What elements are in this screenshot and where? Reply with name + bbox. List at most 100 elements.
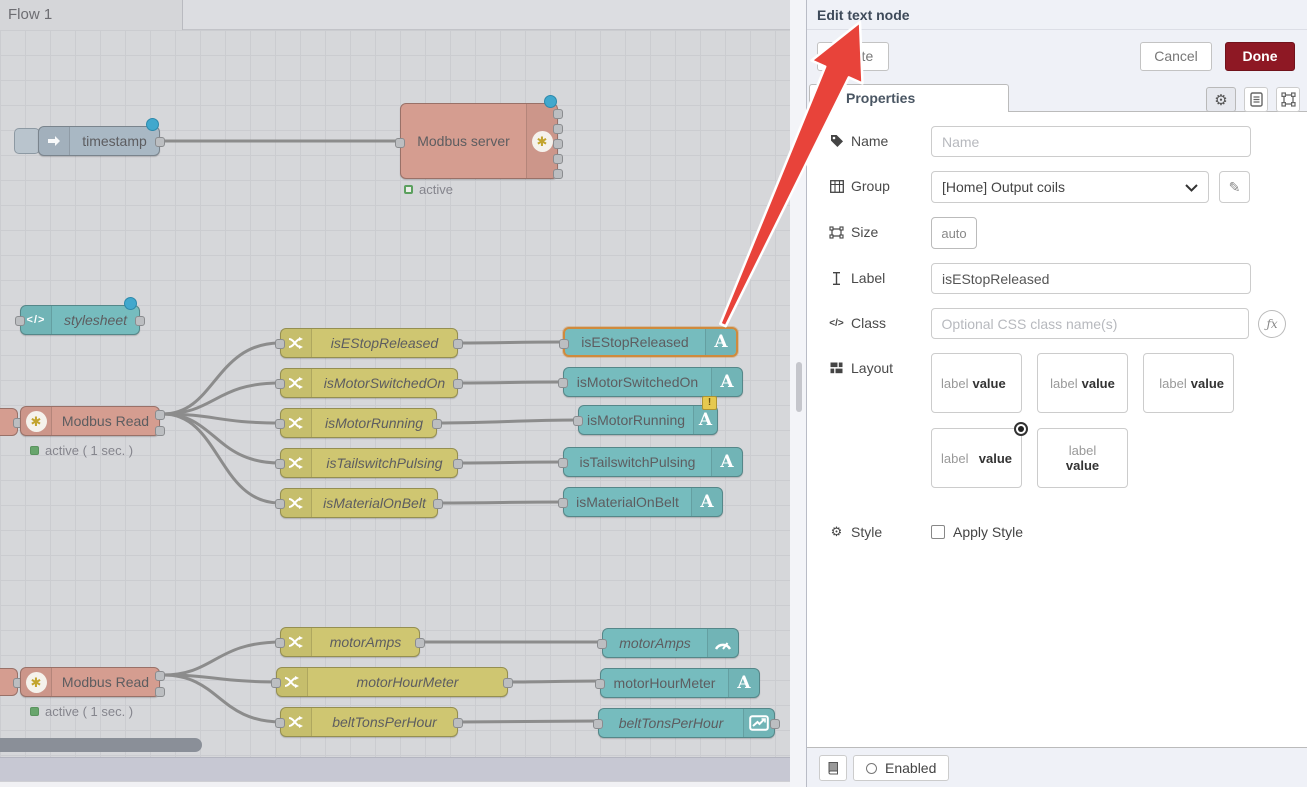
node-modbus-read-1[interactable]: ✱ Modbus Read [20, 406, 160, 436]
layout-option-row-left[interactable]: label value [931, 353, 1022, 413]
output-port-1[interactable] [553, 109, 563, 119]
edit-group-button[interactable]: ✎ [1219, 171, 1250, 203]
input-port[interactable] [275, 499, 285, 509]
output-port-2[interactable] [553, 124, 563, 134]
node-label: Modbus Read [52, 407, 159, 435]
node-modbus-read-2[interactable]: ✱ Modbus Read [20, 667, 160, 697]
output-port[interactable] [453, 718, 463, 728]
output-port-1[interactable] [155, 671, 165, 681]
output-port[interactable] [155, 137, 165, 147]
enabled-toggle-button[interactable]: Enabled [853, 755, 949, 781]
output-port-3[interactable] [553, 139, 563, 149]
description-icon[interactable] [1244, 87, 1268, 112]
label-input[interactable] [931, 263, 1251, 294]
output-port[interactable] [135, 316, 145, 326]
input-port[interactable] [275, 339, 285, 349]
input-port[interactable] [558, 378, 568, 388]
output-port[interactable] [433, 499, 443, 509]
input-port[interactable] [271, 678, 281, 688]
node-label: beltTonsPerHour [599, 709, 743, 737]
node-switch-isestopreleased[interactable]: isEStopReleased [280, 328, 458, 358]
node-modbus-server[interactable]: Modbus server ✱ [400, 103, 558, 179]
output-port[interactable] [432, 419, 442, 429]
output-port-2[interactable] [155, 426, 165, 436]
layout-option-row-center[interactable]: label value [1037, 353, 1128, 413]
class-input[interactable] [931, 308, 1250, 339]
input-port[interactable] [395, 138, 405, 148]
tab-properties[interactable]: Properties [809, 84, 1009, 112]
input-port[interactable] [558, 458, 568, 468]
node-timestamp[interactable]: timestamp [38, 126, 160, 156]
layout-option-column-center[interactable]: label value [1037, 428, 1128, 488]
node-text-ismotorswitchedon[interactable]: isMotorSwitchedOn A [563, 367, 743, 397]
input-port[interactable] [15, 316, 25, 326]
output-port-4[interactable] [553, 154, 563, 164]
cancel-button[interactable]: Cancel [1140, 42, 1212, 71]
label-label: Label [829, 263, 931, 286]
node-switch-ismotorswitchedon[interactable]: isMotorSwitchedOn [280, 368, 458, 398]
input-port[interactable] [558, 498, 568, 508]
name-input[interactable] [931, 126, 1251, 157]
node-switch-ismotorrunning[interactable]: isMotorRunning [280, 408, 437, 438]
partial-node[interactable] [0, 408, 18, 436]
input-port[interactable] [275, 379, 285, 389]
input-port[interactable] [275, 718, 285, 728]
group-select[interactable]: [Home] Output coils [931, 171, 1209, 203]
node-settings-icon[interactable]: ⚙ [1206, 87, 1236, 112]
output-port-2[interactable] [155, 687, 165, 697]
output-port[interactable] [453, 379, 463, 389]
output-port-5[interactable] [553, 169, 563, 179]
delete-button[interactable]: Delete [817, 42, 889, 71]
appearance-icon[interactable] [1276, 87, 1300, 112]
input-port[interactable] [593, 719, 603, 729]
code-icon: </> [21, 306, 52, 334]
node-help-button[interactable] [819, 755, 847, 781]
modbus-icon: ✱ [21, 668, 52, 696]
input-port[interactable] [559, 339, 569, 349]
inject-button[interactable] [14, 128, 40, 154]
node-switch-istailswitchpulsing[interactable]: isTailswitchPulsing [280, 448, 458, 478]
node-switch-motorhourmeter[interactable]: motorHourMeter [276, 667, 508, 697]
node-text-ismotorrunning[interactable]: isMotorRunning A [578, 405, 718, 435]
node-switch-motoramps[interactable]: motorAmps [280, 627, 420, 657]
vertical-scrollbar[interactable] [796, 362, 802, 412]
node-text-istailswitchpulsing[interactable]: isTailswitchPulsing A [563, 447, 743, 477]
layout-option-row-spread-selected[interactable]: label value [931, 428, 1022, 488]
apply-style-checkbox[interactable] [931, 525, 945, 539]
horizontal-scrollbar[interactable] [0, 738, 202, 752]
size-auto-button[interactable]: auto [931, 217, 977, 249]
output-port-1[interactable] [155, 410, 165, 420]
panel-title: Edit text node [817, 7, 910, 23]
layout-option-row-right[interactable]: label value [1143, 353, 1234, 413]
output-port[interactable] [453, 459, 463, 469]
node-gauge-motoramps[interactable]: motorAmps [602, 628, 739, 658]
fx-expand-button[interactable]: ƒx [1258, 310, 1286, 338]
input-port[interactable] [573, 416, 583, 426]
node-switch-belttonsperhour[interactable]: beltTonsPerHour [280, 707, 458, 737]
node-text-motorhourmeter[interactable]: motorHourMeter A [600, 668, 760, 698]
output-port[interactable] [770, 719, 780, 729]
changed-dot [146, 118, 159, 131]
input-port[interactable] [275, 638, 285, 648]
done-button[interactable]: Done [1225, 42, 1295, 71]
input-port[interactable] [597, 639, 607, 649]
node-text-isestopreleased-selected[interactable]: isEStopReleased A [563, 327, 738, 357]
node-label: isTailswitchPulsing [312, 449, 457, 477]
partial-node[interactable] [0, 668, 18, 696]
node-switch-ismaterialonbelt[interactable]: isMaterialOnBelt [280, 488, 438, 518]
flow-canvas[interactable]: Flow 1 [0, 0, 790, 787]
input-port[interactable] [275, 419, 285, 429]
output-port[interactable] [503, 678, 513, 688]
output-port[interactable] [453, 339, 463, 349]
input-port[interactable] [595, 679, 605, 689]
tab-flow-1[interactable]: Flow 1 [0, 0, 183, 30]
modbus-icon: ✱ [21, 407, 52, 435]
output-port[interactable] [415, 638, 425, 648]
node-chart-belttonsperhour[interactable]: beltTonsPerHour [598, 708, 775, 738]
node-text-ismaterialonbelt[interactable]: isMaterialOnBelt A [563, 487, 723, 517]
properties-form: Name Group [Home] Output coils ✎ [807, 112, 1307, 747]
node-stylesheet[interactable]: </> stylesheet [20, 305, 140, 335]
input-port[interactable] [275, 459, 285, 469]
text-icon: A [711, 448, 742, 476]
book-icon [826, 761, 840, 775]
